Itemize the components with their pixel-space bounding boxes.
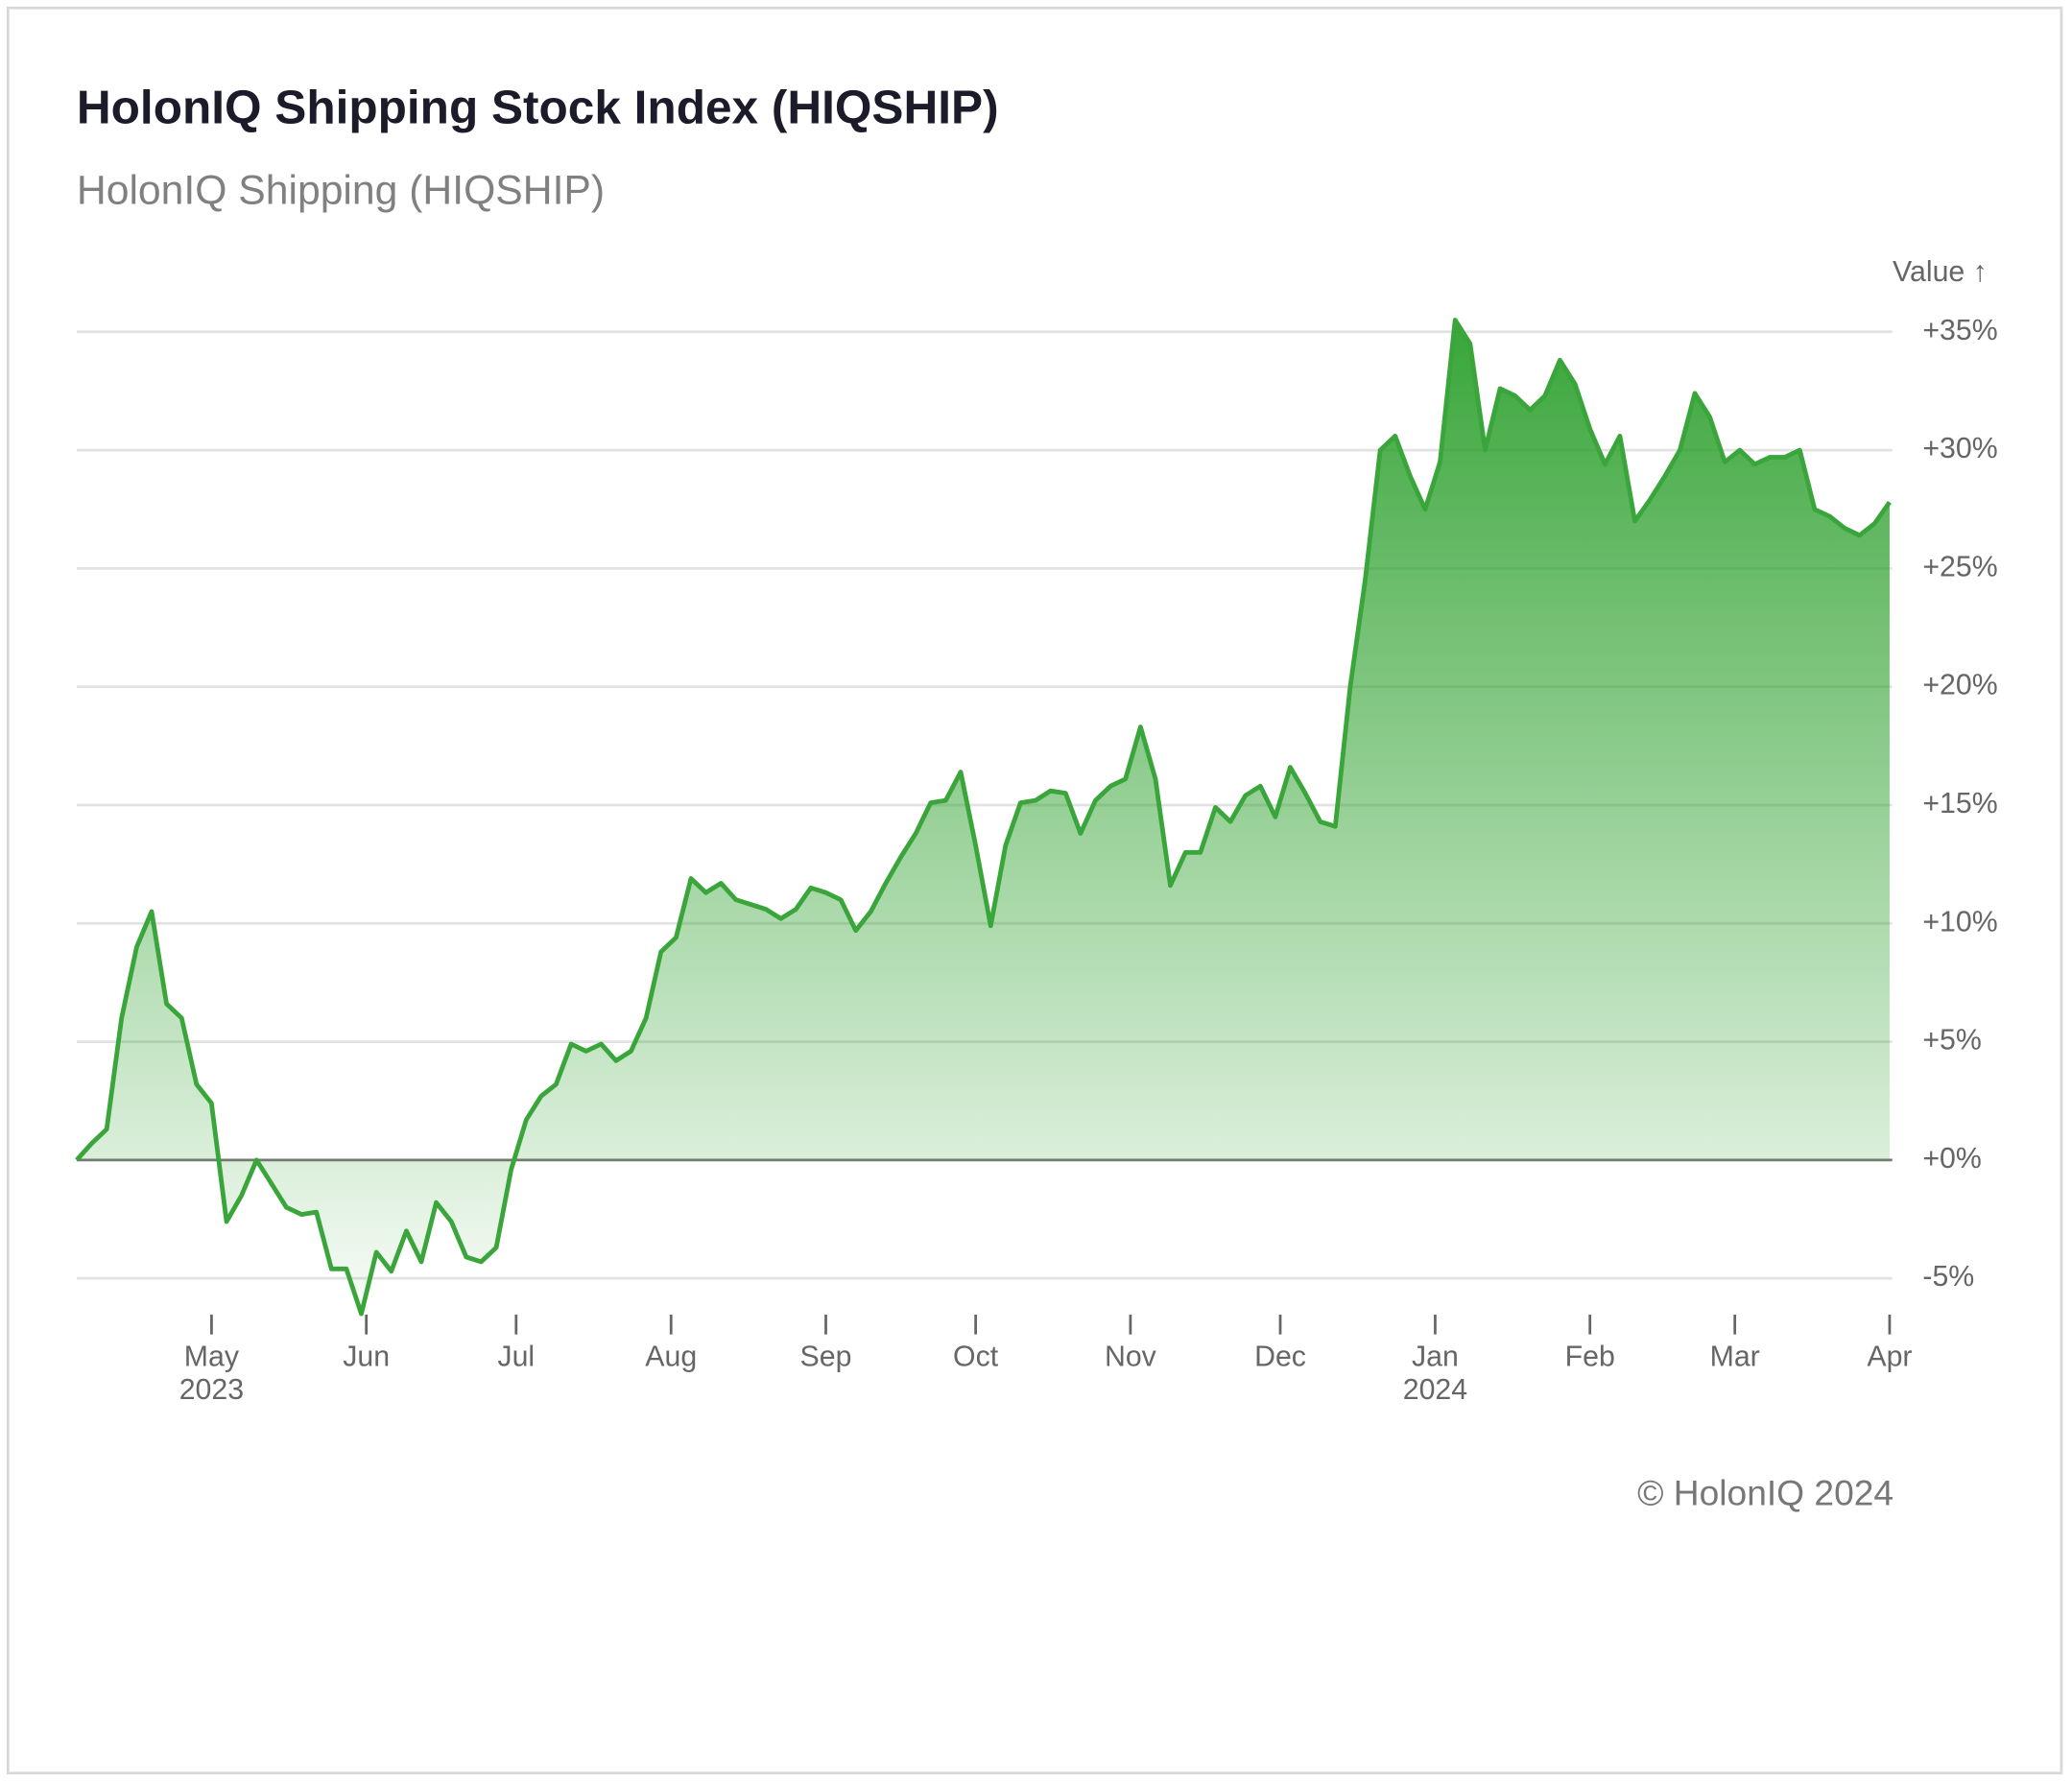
x-year-label: 2023 bbox=[179, 1374, 244, 1406]
y-tick-label: -5% bbox=[1922, 1261, 1974, 1293]
x-tick-label: Sep bbox=[800, 1341, 852, 1372]
x-tick-label: Oct bbox=[953, 1341, 999, 1372]
x-tick-label: Apr bbox=[1867, 1341, 1912, 1372]
y-tick-label: +10% bbox=[1922, 906, 1997, 938]
y-axis-label: Value ↑ bbox=[1893, 256, 1988, 288]
y-tick-label: +5% bbox=[1922, 1025, 1981, 1057]
chart-subtitle: HolonIQ Shipping (HIQSHIP) bbox=[77, 167, 605, 213]
y-tick-label: +30% bbox=[1922, 433, 1997, 464]
y-tick-label: +15% bbox=[1922, 788, 1997, 819]
y-tick-label: +25% bbox=[1922, 551, 1997, 582]
footer: © HolonIQ 2024 bbox=[1637, 1472, 1893, 1512]
x-tick-label: Dec bbox=[1254, 1341, 1306, 1372]
x-tick-label: Nov bbox=[1105, 1341, 1157, 1372]
y-tick-label: +35% bbox=[1922, 315, 1997, 346]
y-tick-label: +0% bbox=[1922, 1143, 1981, 1175]
x-tick-label: Jul bbox=[497, 1341, 535, 1372]
x-tick-label: Mar bbox=[1710, 1341, 1760, 1372]
x-tick-label: Aug bbox=[645, 1341, 697, 1372]
line bbox=[75, 318, 1892, 1317]
x-year-label: 2024 bbox=[1403, 1374, 1467, 1406]
x-tick-label: Jan bbox=[1412, 1341, 1459, 1372]
x-tick-label: May bbox=[184, 1341, 240, 1372]
x-tick-label: Jun bbox=[343, 1341, 390, 1372]
y-tick-label: +20% bbox=[1922, 670, 1997, 701]
chart-title: HolonIQ Shipping Stock Index (HIQSHIP) bbox=[77, 81, 999, 134]
x-tick-label: Feb bbox=[1565, 1341, 1615, 1372]
area bbox=[76, 320, 1890, 1315]
